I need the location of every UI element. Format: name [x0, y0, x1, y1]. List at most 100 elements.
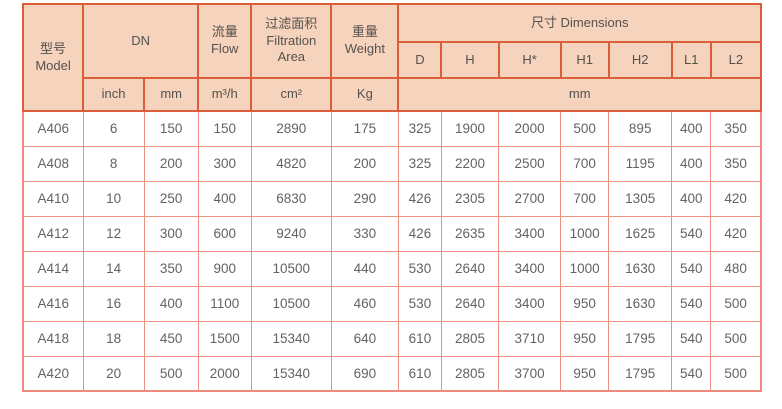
value-cell: 300: [197, 145, 252, 182]
value-cell: 540: [671, 285, 712, 322]
value-cell: 420: [710, 215, 762, 252]
value-cell: 15340: [250, 355, 332, 392]
col-header-area-zh: 过滤面积: [265, 15, 318, 31]
value-cell: 16: [82, 285, 145, 322]
value-cell: 2500: [498, 145, 562, 182]
model-cell: A416: [22, 285, 84, 322]
value-cell: 610: [397, 320, 442, 357]
header-row-dimension-cols: D H H* H1 H2 L1 L2: [23, 41, 763, 79]
value-cell: 500: [710, 355, 762, 392]
value-cell: 530: [397, 285, 442, 322]
spec-table: 型号 Model DN 流量 Flow 过滤面积 Filtration Area…: [21, 3, 763, 392]
value-cell: 2000: [498, 110, 562, 147]
value-cell: 250: [143, 180, 199, 217]
value-cell: 540: [671, 320, 712, 357]
value-cell: 2305: [440, 180, 500, 217]
value-cell: 500: [710, 285, 762, 322]
value-cell: 350: [143, 250, 199, 287]
col-header-h: H: [440, 41, 500, 79]
unit-dims-mm: mm: [397, 77, 762, 112]
col-header-model-zh: 型号: [40, 40, 67, 56]
value-cell: 10: [82, 180, 145, 217]
value-cell: 18: [82, 320, 145, 357]
value-cell: 6830: [250, 180, 332, 217]
header-row-titles: 型号 Model DN 流量 Flow 过滤面积 Filtration Area…: [21, 3, 762, 112]
unit-area: cm²: [250, 77, 333, 112]
value-cell: 325: [397, 110, 442, 147]
model-cell: A412: [22, 215, 84, 252]
value-cell: 1000: [560, 215, 610, 252]
value-cell: 290: [330, 180, 399, 217]
table-row: A410 10 250 400 6830 290 426 2305 2700 700 1305 400…: [22, 180, 762, 217]
value-cell: 12: [82, 215, 145, 252]
value-cell: 350: [710, 145, 762, 182]
value-cell: 426: [397, 215, 442, 252]
value-cell: 20: [82, 355, 145, 392]
table-row: A420 20 500 2000 15340 690 610 2805 3700 950 1795 5…: [22, 355, 762, 392]
value-cell: 200: [330, 145, 399, 182]
value-cell: 3700: [498, 355, 562, 392]
model-cell: A410: [22, 180, 84, 217]
col-header-d: D: [397, 41, 443, 79]
value-cell: 1500: [197, 320, 252, 357]
value-cell: 426: [397, 180, 442, 217]
value-cell: 440: [330, 250, 399, 287]
value-cell: 400: [671, 180, 712, 217]
spec-table-container: 型号 Model DN 流量 Flow 过滤面积 Filtration Area…: [21, 3, 763, 392]
col-header-filtration-area: 过滤面积 Filtration Area: [250, 3, 333, 79]
value-cell: 640: [330, 320, 399, 357]
value-cell: 1305: [608, 180, 673, 217]
value-cell: 300: [143, 215, 199, 252]
value-cell: 540: [671, 250, 712, 287]
col-header-area-en1: Filtration: [266, 32, 317, 48]
value-cell: 325: [397, 145, 442, 182]
table-header: 型号 Model DN 流量 Flow 过滤面积 Filtration Area…: [21, 3, 763, 112]
value-cell: 2200: [440, 145, 500, 182]
value-cell: 6: [82, 110, 145, 147]
col-header-model: 型号 Model: [21, 3, 85, 112]
col-header-l1: L1: [670, 41, 712, 79]
value-cell: 2640: [440, 250, 500, 287]
value-cell: 350: [710, 110, 762, 147]
value-cell: 1100: [197, 285, 252, 322]
value-cell: 3400: [498, 285, 562, 322]
value-cell: 700: [560, 180, 610, 217]
value-cell: 400: [197, 180, 252, 217]
table-row: A416 16 400 1100 10500 460 530 2640 3400 950 1630 5…: [22, 285, 762, 322]
value-cell: 200: [143, 145, 199, 182]
table-row: A418 18 450 1500 15340 640 610 2805 3710 950 1795 5…: [22, 320, 762, 357]
value-cell: 2635: [440, 215, 500, 252]
table-row: A408 8 200 300 4820 200 325 2200 2500 700 1195 400 3…: [22, 145, 762, 182]
value-cell: 530: [397, 250, 442, 287]
value-cell: 14: [82, 250, 145, 287]
value-cell: 900: [197, 250, 252, 287]
value-cell: 2805: [440, 355, 500, 392]
value-cell: 1795: [608, 320, 673, 357]
value-cell: 3710: [498, 320, 562, 357]
value-cell: 1625: [608, 215, 673, 252]
value-cell: 610: [397, 355, 442, 392]
col-header-h1: H1: [559, 41, 610, 79]
value-cell: 420: [710, 180, 762, 217]
value-cell: 1000: [560, 250, 610, 287]
value-cell: 700: [560, 145, 610, 182]
header-row-units: inch mm m³/h cm² Kg mm: [23, 77, 762, 112]
table-body: A406 6 150 150 2890 175 325 1900 2000 500 895 400 35…: [22, 110, 762, 392]
table-row: A406 6 150 150 2890 175 325 1900 2000 500 895 400 35…: [22, 110, 762, 147]
col-header-dimensions: 尺寸 Dimensions: [397, 3, 762, 43]
value-cell: 500: [143, 355, 199, 392]
value-cell: 3400: [498, 250, 562, 287]
value-cell: 4820: [250, 145, 332, 182]
col-header-flow-zh: 流量: [211, 24, 238, 40]
value-cell: 400: [671, 110, 712, 147]
value-cell: 9240: [250, 215, 332, 252]
value-cell: 480: [710, 250, 762, 287]
value-cell: 500: [560, 110, 610, 147]
value-cell: 1900: [440, 110, 500, 147]
unit-inch: inch: [82, 77, 146, 112]
col-header-weight-en: Weight: [344, 41, 385, 56]
col-header-flow: 流量 Flow: [197, 3, 253, 79]
value-cell: 8: [82, 145, 145, 182]
value-cell: 1795: [608, 355, 673, 392]
value-cell: 1630: [608, 285, 673, 322]
